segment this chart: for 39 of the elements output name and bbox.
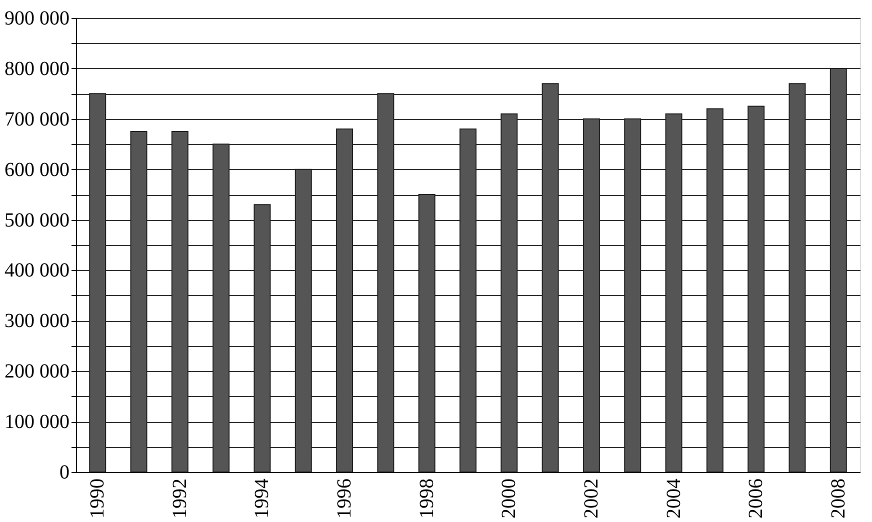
bar [624,118,642,472]
bar [748,106,765,472]
bar [830,68,847,472]
x-tick-label: 1996 [334,478,356,518]
bar [254,204,271,472]
y-tick-label: 800 000 [4,58,70,80]
y-tick-label: 600 000 [4,158,70,181]
x-tick-label: 1994 [251,478,274,518]
y-tick-label: 400 000 [4,260,70,282]
bar [171,131,188,472]
y-tick-label: 700 000 [4,108,70,130]
x-tick-label: 1990 [86,478,109,518]
bar [500,113,518,472]
y-tick-label: 300 000 [4,310,70,332]
y-tick-label: 900 000 [4,8,70,30]
x-tick-label: 2004 [662,478,685,518]
x-tick-label: 1992 [168,478,191,518]
bar [582,118,600,472]
bar [418,194,436,472]
bar [336,128,354,472]
bar [460,128,476,472]
y-tick-label: 100 000 [4,411,70,434]
bar [294,168,312,472]
bar [706,108,724,472]
x-tick-label: 2006 [745,478,768,518]
y-tick-label: 200 000 [4,360,70,383]
bar [377,93,394,472]
x-tick-label: 2008 [827,478,850,518]
x-tick-label: 1998 [416,478,438,518]
bar [542,83,559,472]
bar [788,83,806,472]
x-tick-label: 2000 [498,478,520,518]
x-tick-label: 2002 [580,478,602,518]
bar [212,144,230,472]
bar [130,131,148,472]
y-tick-label: 500 000 [4,209,70,232]
bar [665,113,682,472]
bar [89,93,106,472]
y-tick-label: 0 [60,462,70,484]
